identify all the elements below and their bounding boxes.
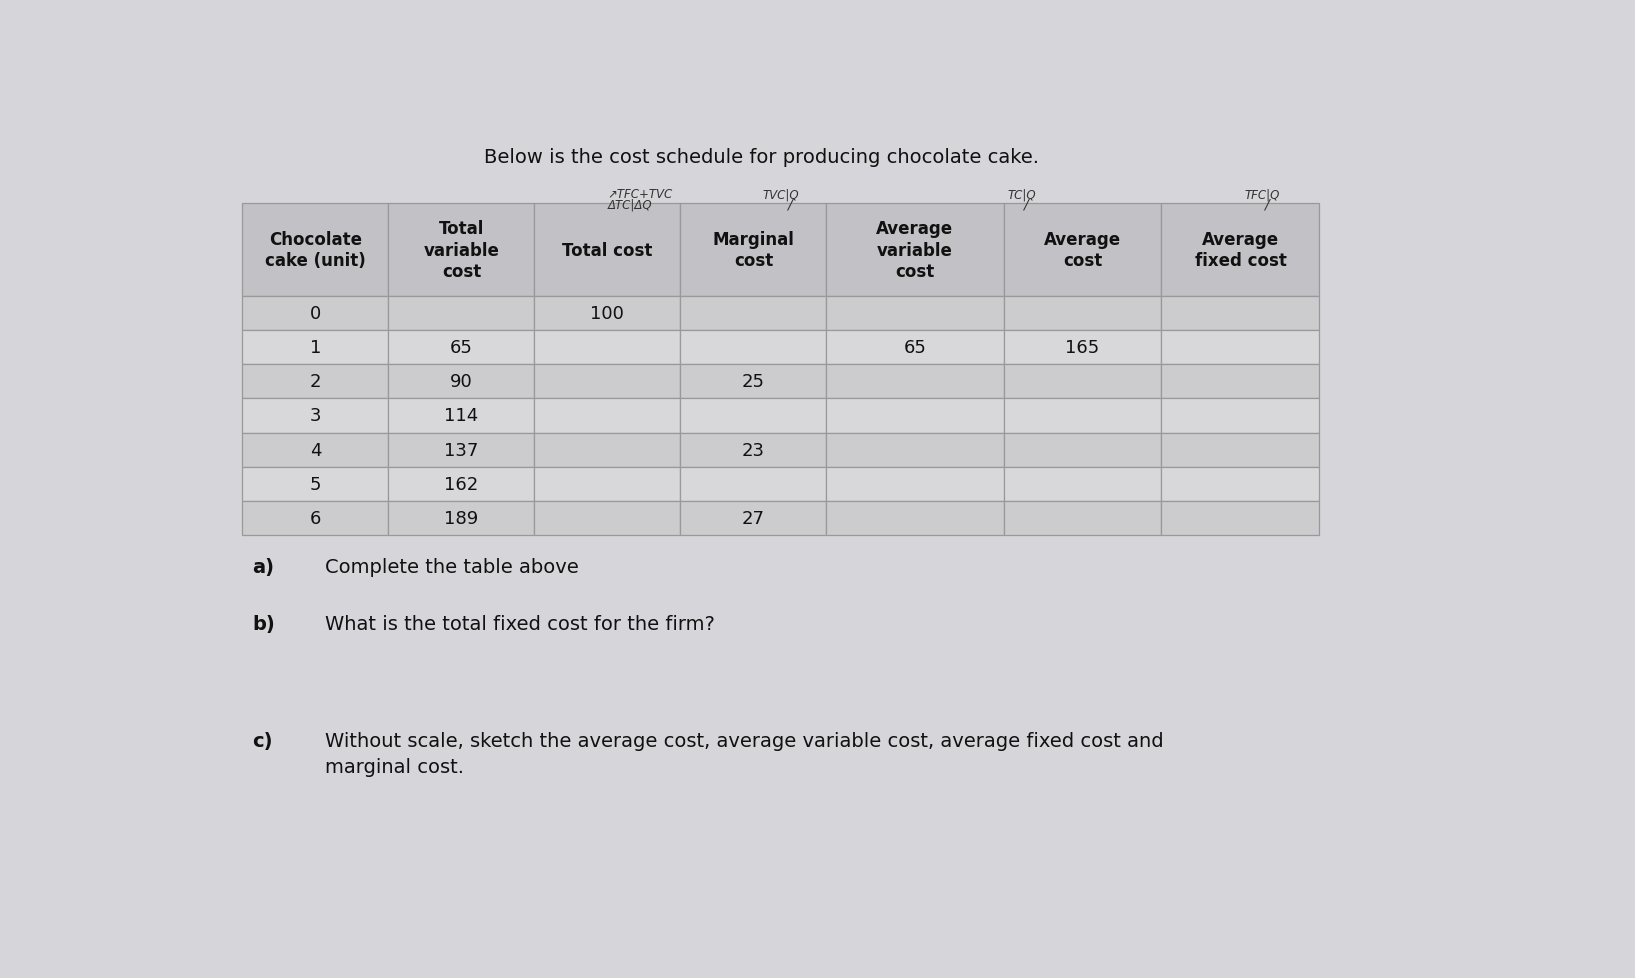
Bar bbox=[242, 399, 389, 433]
Text: a): a) bbox=[252, 557, 275, 577]
Bar bbox=[1161, 467, 1319, 502]
Text: Total
variable
cost: Total variable cost bbox=[423, 220, 499, 281]
Bar bbox=[1004, 296, 1161, 331]
Bar bbox=[389, 399, 535, 433]
Text: ΔTC|ΔQ: ΔTC|ΔQ bbox=[607, 198, 652, 211]
Bar bbox=[680, 365, 826, 399]
Text: 3: 3 bbox=[309, 407, 320, 425]
Text: Complete the table above: Complete the table above bbox=[325, 557, 579, 577]
Bar bbox=[242, 331, 389, 365]
Bar bbox=[680, 399, 826, 433]
Bar bbox=[1161, 365, 1319, 399]
Text: 165: 165 bbox=[1066, 338, 1100, 357]
Text: TFC|Q: TFC|Q bbox=[1244, 188, 1280, 201]
Text: /: / bbox=[788, 198, 791, 211]
Text: Below is the cost schedule for producing chocolate cake.: Below is the cost schedule for producing… bbox=[484, 148, 1040, 166]
Bar bbox=[826, 433, 1004, 467]
Bar bbox=[242, 467, 389, 502]
Text: b): b) bbox=[252, 614, 275, 634]
Bar bbox=[680, 331, 826, 365]
Bar bbox=[535, 467, 680, 502]
Text: Average
cost: Average cost bbox=[1043, 231, 1122, 270]
Bar bbox=[535, 399, 680, 433]
Text: 65: 65 bbox=[904, 338, 927, 357]
Bar bbox=[826, 399, 1004, 433]
Bar bbox=[242, 296, 389, 331]
Bar bbox=[389, 296, 535, 331]
Bar bbox=[680, 204, 826, 296]
Bar bbox=[535, 296, 680, 331]
Bar bbox=[389, 204, 535, 296]
Bar bbox=[1161, 399, 1319, 433]
Text: TVC|Q: TVC|Q bbox=[762, 188, 800, 201]
Bar bbox=[389, 467, 535, 502]
Bar bbox=[1004, 204, 1161, 296]
Bar bbox=[826, 365, 1004, 399]
Text: ↗TFC+TVC: ↗TFC+TVC bbox=[607, 188, 672, 201]
Text: Total cost: Total cost bbox=[562, 242, 652, 259]
Text: 0: 0 bbox=[309, 305, 320, 323]
Text: 23: 23 bbox=[742, 441, 765, 459]
Text: Without scale, sketch the average cost, average variable cost, average fixed cos: Without scale, sketch the average cost, … bbox=[325, 732, 1164, 777]
Bar bbox=[242, 433, 389, 467]
Bar bbox=[535, 433, 680, 467]
Text: 137: 137 bbox=[445, 441, 479, 459]
Bar bbox=[535, 502, 680, 535]
Text: /: / bbox=[1024, 198, 1028, 211]
Text: 189: 189 bbox=[445, 510, 479, 527]
Bar bbox=[826, 296, 1004, 331]
Bar bbox=[389, 365, 535, 399]
Bar bbox=[535, 365, 680, 399]
Bar bbox=[680, 467, 826, 502]
Bar bbox=[1161, 433, 1319, 467]
Text: c): c) bbox=[252, 732, 273, 750]
Text: Average
variable
cost: Average variable cost bbox=[876, 220, 953, 281]
Bar bbox=[680, 502, 826, 535]
Bar bbox=[1004, 331, 1161, 365]
Bar bbox=[826, 467, 1004, 502]
Bar bbox=[1161, 296, 1319, 331]
Text: TC|Q: TC|Q bbox=[1007, 188, 1037, 201]
Text: 65: 65 bbox=[450, 338, 473, 357]
Bar bbox=[826, 204, 1004, 296]
Bar bbox=[1161, 502, 1319, 535]
Bar bbox=[826, 331, 1004, 365]
Text: 2: 2 bbox=[309, 373, 320, 391]
Bar bbox=[389, 502, 535, 535]
Bar bbox=[242, 365, 389, 399]
Text: /: / bbox=[1264, 198, 1269, 211]
Bar bbox=[535, 331, 680, 365]
Text: 27: 27 bbox=[742, 510, 765, 527]
Bar bbox=[680, 433, 826, 467]
Bar bbox=[1004, 502, 1161, 535]
Bar bbox=[389, 433, 535, 467]
Text: 5: 5 bbox=[309, 475, 320, 493]
Text: 90: 90 bbox=[450, 373, 473, 391]
Text: 100: 100 bbox=[590, 305, 625, 323]
Text: 6: 6 bbox=[309, 510, 320, 527]
Text: Chocolate
cake (unit): Chocolate cake (unit) bbox=[265, 231, 366, 270]
Text: 25: 25 bbox=[742, 373, 765, 391]
Bar bbox=[826, 502, 1004, 535]
Bar bbox=[1161, 204, 1319, 296]
Bar bbox=[1004, 399, 1161, 433]
Bar bbox=[1004, 365, 1161, 399]
Text: 4: 4 bbox=[309, 441, 320, 459]
Text: Average
fixed cost: Average fixed cost bbox=[1195, 231, 1287, 270]
Text: What is the total fixed cost for the firm?: What is the total fixed cost for the fir… bbox=[325, 614, 714, 634]
Bar bbox=[1161, 331, 1319, 365]
Bar bbox=[1004, 467, 1161, 502]
Text: Marginal
cost: Marginal cost bbox=[713, 231, 795, 270]
Text: 1: 1 bbox=[309, 338, 320, 357]
Bar bbox=[242, 204, 389, 296]
Text: 162: 162 bbox=[445, 475, 479, 493]
Text: 114: 114 bbox=[445, 407, 479, 425]
Bar bbox=[242, 502, 389, 535]
Bar bbox=[535, 204, 680, 296]
Bar bbox=[389, 331, 535, 365]
Bar bbox=[680, 296, 826, 331]
Bar bbox=[1004, 433, 1161, 467]
